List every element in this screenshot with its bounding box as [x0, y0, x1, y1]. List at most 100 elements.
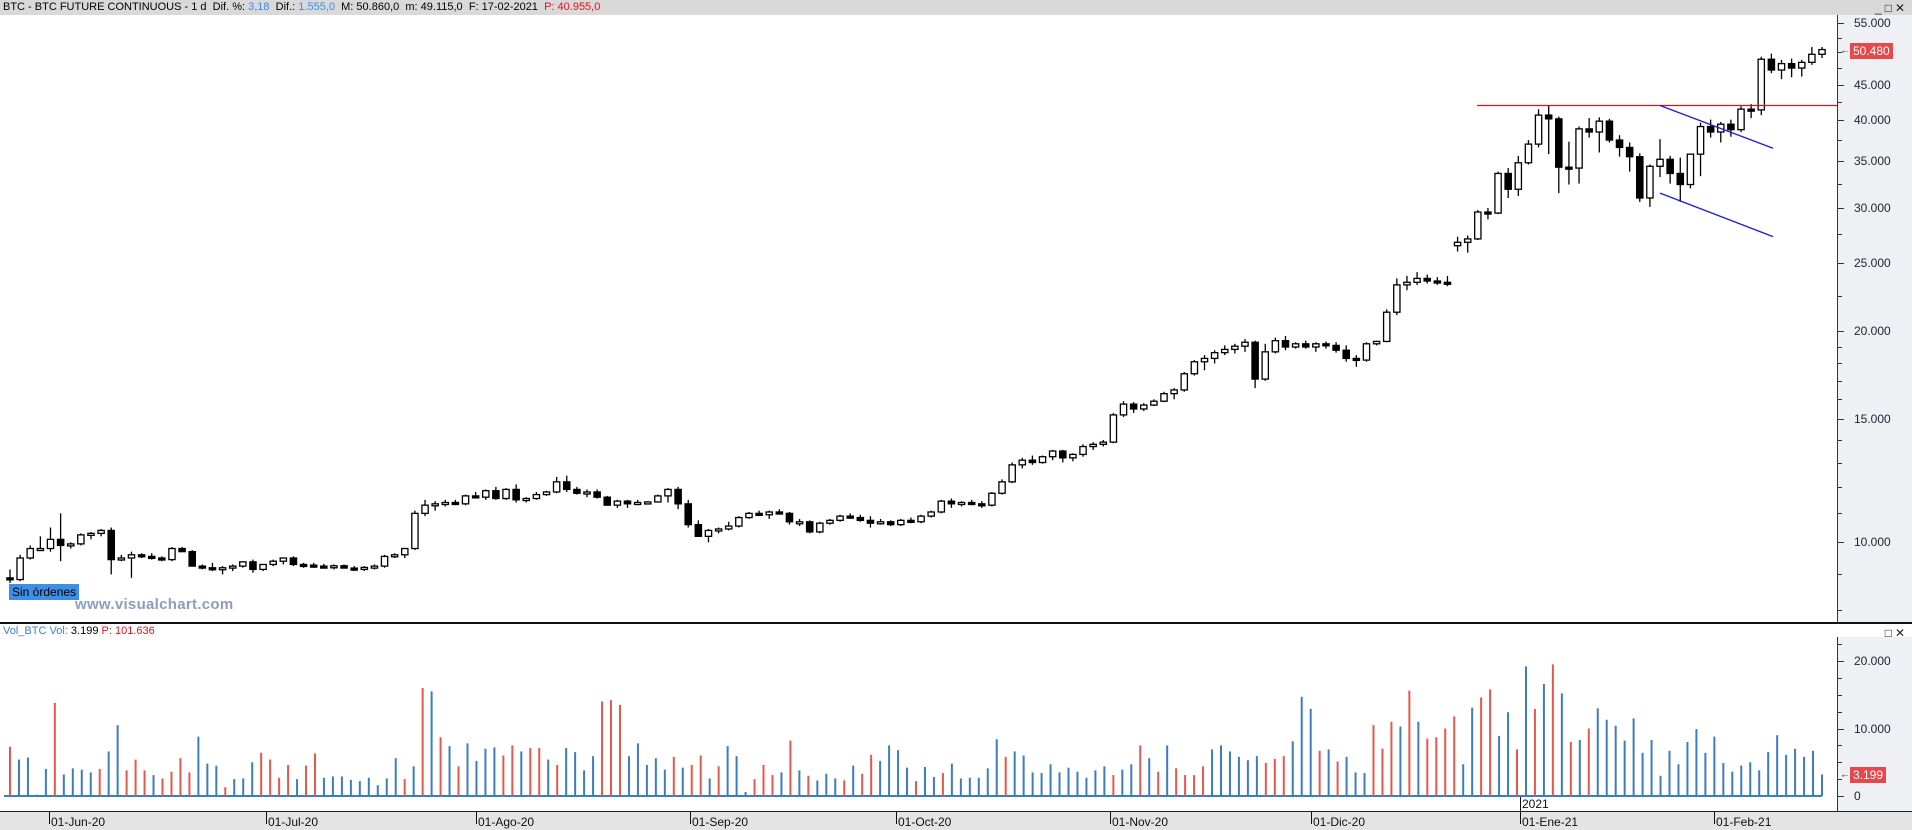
price-y-axis[interactable]: ← 50.480 55.000 45.000 40.000 35.000 30.000 2… [1837, 15, 1912, 622]
candle [957, 501, 966, 507]
candle [1170, 388, 1178, 400]
y-minor-tick [1838, 694, 1842, 696]
candle [259, 563, 267, 572]
date-label: F: [468, 1, 479, 13]
channel-upper-line[interactable] [1659, 104, 1774, 149]
y-axis-label: 20.000 [1854, 324, 1891, 339]
candle [1180, 372, 1189, 392]
candle [573, 486, 581, 495]
maximize-icon[interactable]: □ [1884, 626, 1895, 640]
x-tick [1714, 812, 1715, 824]
y-axis-label: 25.000 [1854, 256, 1891, 271]
candle [137, 553, 146, 558]
candle [1494, 171, 1502, 215]
candle [481, 489, 490, 500]
time-x-axis[interactable]: 01-Jun-20 01-Jul-20 01-Ago-20 01-Sep-20 01-O… [0, 811, 1912, 830]
dif-value: 1.555,0 [298, 1, 335, 13]
candle [299, 562, 308, 568]
candle [198, 564, 207, 570]
volume-window-controls[interactable]: _□✕ [1875, 627, 1908, 639]
candle [562, 475, 571, 492]
candle [552, 476, 561, 494]
candle [208, 562, 217, 572]
candle [188, 550, 197, 567]
volume-header: Vol_BTC Vol: 3.199 P: 101.636 [3, 625, 155, 637]
candle [330, 564, 338, 570]
candle [623, 499, 632, 508]
candle [745, 511, 753, 519]
y-minor-tick [1838, 263, 1842, 265]
orders-badge[interactable]: Sin órdenes [9, 584, 80, 600]
y-minor-tick [1838, 574, 1842, 576]
candle [127, 551, 136, 578]
candle [1099, 439, 1108, 447]
channel-lower-line[interactable] [1659, 192, 1774, 238]
candle [158, 556, 166, 562]
price-window-controls[interactable]: _□✕ [1875, 2, 1908, 14]
candle [1605, 118, 1614, 143]
candle [512, 484, 520, 503]
x-tick [896, 812, 897, 824]
candle [502, 488, 510, 500]
candle [755, 510, 763, 517]
y-minor-tick [1838, 363, 1842, 365]
minimize-icon[interactable]: _ [1875, 626, 1885, 640]
candle [1423, 274, 1431, 284]
y-axis-label: 15.000 [1854, 411, 1891, 426]
symbol: BTC [3, 1, 25, 13]
candle [664, 488, 672, 503]
candle [320, 563, 328, 569]
y-minor-tick [1838, 661, 1842, 662]
y-minor-tick [1838, 418, 1842, 420]
candle [886, 520, 895, 527]
candle [56, 513, 65, 562]
minimize-icon[interactable]: _ [1875, 1, 1885, 15]
candle [1301, 340, 1310, 349]
candle [36, 536, 45, 552]
candle [795, 518, 804, 527]
candle [390, 553, 399, 558]
panel-separator[interactable] [0, 622, 1912, 624]
candle [1109, 412, 1118, 444]
candle [461, 494, 470, 506]
x-axis-label: 01-Ago-20 [478, 815, 535, 829]
y-minor-tick [1838, 37, 1842, 39]
volume-y-axis[interactable]: ← 3.199 20.000 10.000 0 [1837, 637, 1912, 811]
candlestick-chart [6, 47, 1837, 584]
y-axis-label: 55.000 [1854, 16, 1891, 31]
close-icon[interactable]: ✕ [1894, 626, 1908, 640]
candle [1767, 53, 1776, 74]
maximize-icon[interactable]: □ [1884, 1, 1895, 15]
candle [1747, 104, 1755, 119]
candle [1696, 122, 1705, 177]
candle [471, 491, 480, 499]
x-tick [1110, 812, 1111, 824]
candle [1251, 340, 1259, 389]
candle [441, 499, 450, 507]
y-axis-label: 35.000 [1854, 154, 1891, 169]
x-axis-label: 01-Jul-20 [268, 815, 319, 829]
y-minor-tick [1838, 140, 1842, 142]
y-minor-tick [1838, 513, 1842, 515]
close-icon[interactable]: ✕ [1894, 1, 1908, 15]
y-minor-tick [1838, 52, 1842, 54]
candle [1777, 59, 1786, 80]
y-minor-tick [1838, 120, 1842, 122]
candle [613, 499, 622, 508]
candle [1332, 342, 1340, 353]
candle [117, 554, 126, 562]
candle [1615, 135, 1624, 157]
year-marker-tick [1520, 797, 1521, 811]
candle [674, 486, 682, 510]
candle [1676, 157, 1685, 202]
candle [1413, 272, 1421, 285]
candle [704, 528, 713, 543]
last-price-arrow-icon: ← [1840, 45, 1850, 57]
x-tick [49, 812, 50, 824]
candle [1727, 119, 1735, 137]
y-minor-tick [1838, 644, 1842, 646]
y-minor-tick [1838, 762, 1842, 764]
candle [1352, 355, 1361, 367]
candle [1089, 442, 1097, 450]
candle [77, 533, 85, 546]
